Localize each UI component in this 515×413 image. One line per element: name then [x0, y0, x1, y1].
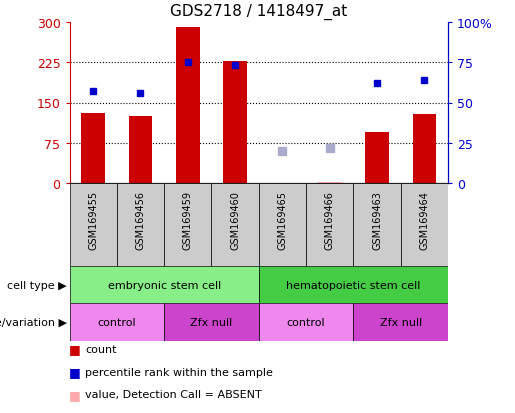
Text: embryonic stem cell: embryonic stem cell [108, 280, 221, 290]
Text: hematopoietic stem cell: hematopoietic stem cell [286, 280, 421, 290]
Text: rank, Detection Call = ABSENT: rank, Detection Call = ABSENT [85, 412, 256, 413]
Bar [212, 184, 259, 266]
Bar [401, 184, 448, 266]
Text: GSM169460: GSM169460 [230, 190, 240, 249]
Text: control: control [287, 317, 325, 327]
Bar [70, 304, 164, 341]
Text: cell type ▶: cell type ▶ [7, 280, 67, 290]
Text: GSM169463: GSM169463 [372, 190, 382, 249]
Text: GSM169464: GSM169464 [419, 190, 430, 249]
Bar [224, 62, 247, 184]
Bar [164, 304, 259, 341]
Text: Zfx null: Zfx null [191, 317, 233, 327]
Bar [318, 183, 341, 184]
Text: GSM169466: GSM169466 [325, 190, 335, 249]
Bar [306, 184, 353, 266]
Bar [353, 304, 448, 341]
Bar [353, 184, 401, 266]
Text: control: control [97, 317, 136, 327]
Bar [164, 184, 212, 266]
Bar [365, 133, 389, 184]
Text: count: count [85, 344, 116, 354]
Bar [176, 28, 200, 184]
Text: percentile rank within the sample: percentile rank within the sample [85, 367, 273, 377]
Text: GSM169455: GSM169455 [88, 190, 98, 249]
Bar [70, 266, 259, 304]
Text: GSM169459: GSM169459 [183, 190, 193, 249]
Text: ■: ■ [69, 388, 80, 401]
Title: GDS2718 / 1418497_at: GDS2718 / 1418497_at [170, 4, 348, 20]
Text: genotype/variation ▶: genotype/variation ▶ [0, 317, 67, 327]
Bar [259, 266, 448, 304]
Bar [117, 184, 164, 266]
Text: ■: ■ [69, 411, 80, 413]
Text: Zfx null: Zfx null [380, 317, 422, 327]
Text: value, Detection Call = ABSENT: value, Detection Call = ABSENT [85, 389, 262, 399]
Text: ■: ■ [69, 365, 80, 378]
Text: GSM169456: GSM169456 [135, 190, 146, 249]
Bar [81, 114, 105, 184]
Bar [413, 115, 436, 184]
Text: ■: ■ [69, 342, 80, 356]
Bar [259, 184, 306, 266]
Bar [259, 304, 353, 341]
Bar [129, 116, 152, 184]
Bar [70, 184, 117, 266]
Text: GSM169465: GSM169465 [278, 190, 287, 249]
